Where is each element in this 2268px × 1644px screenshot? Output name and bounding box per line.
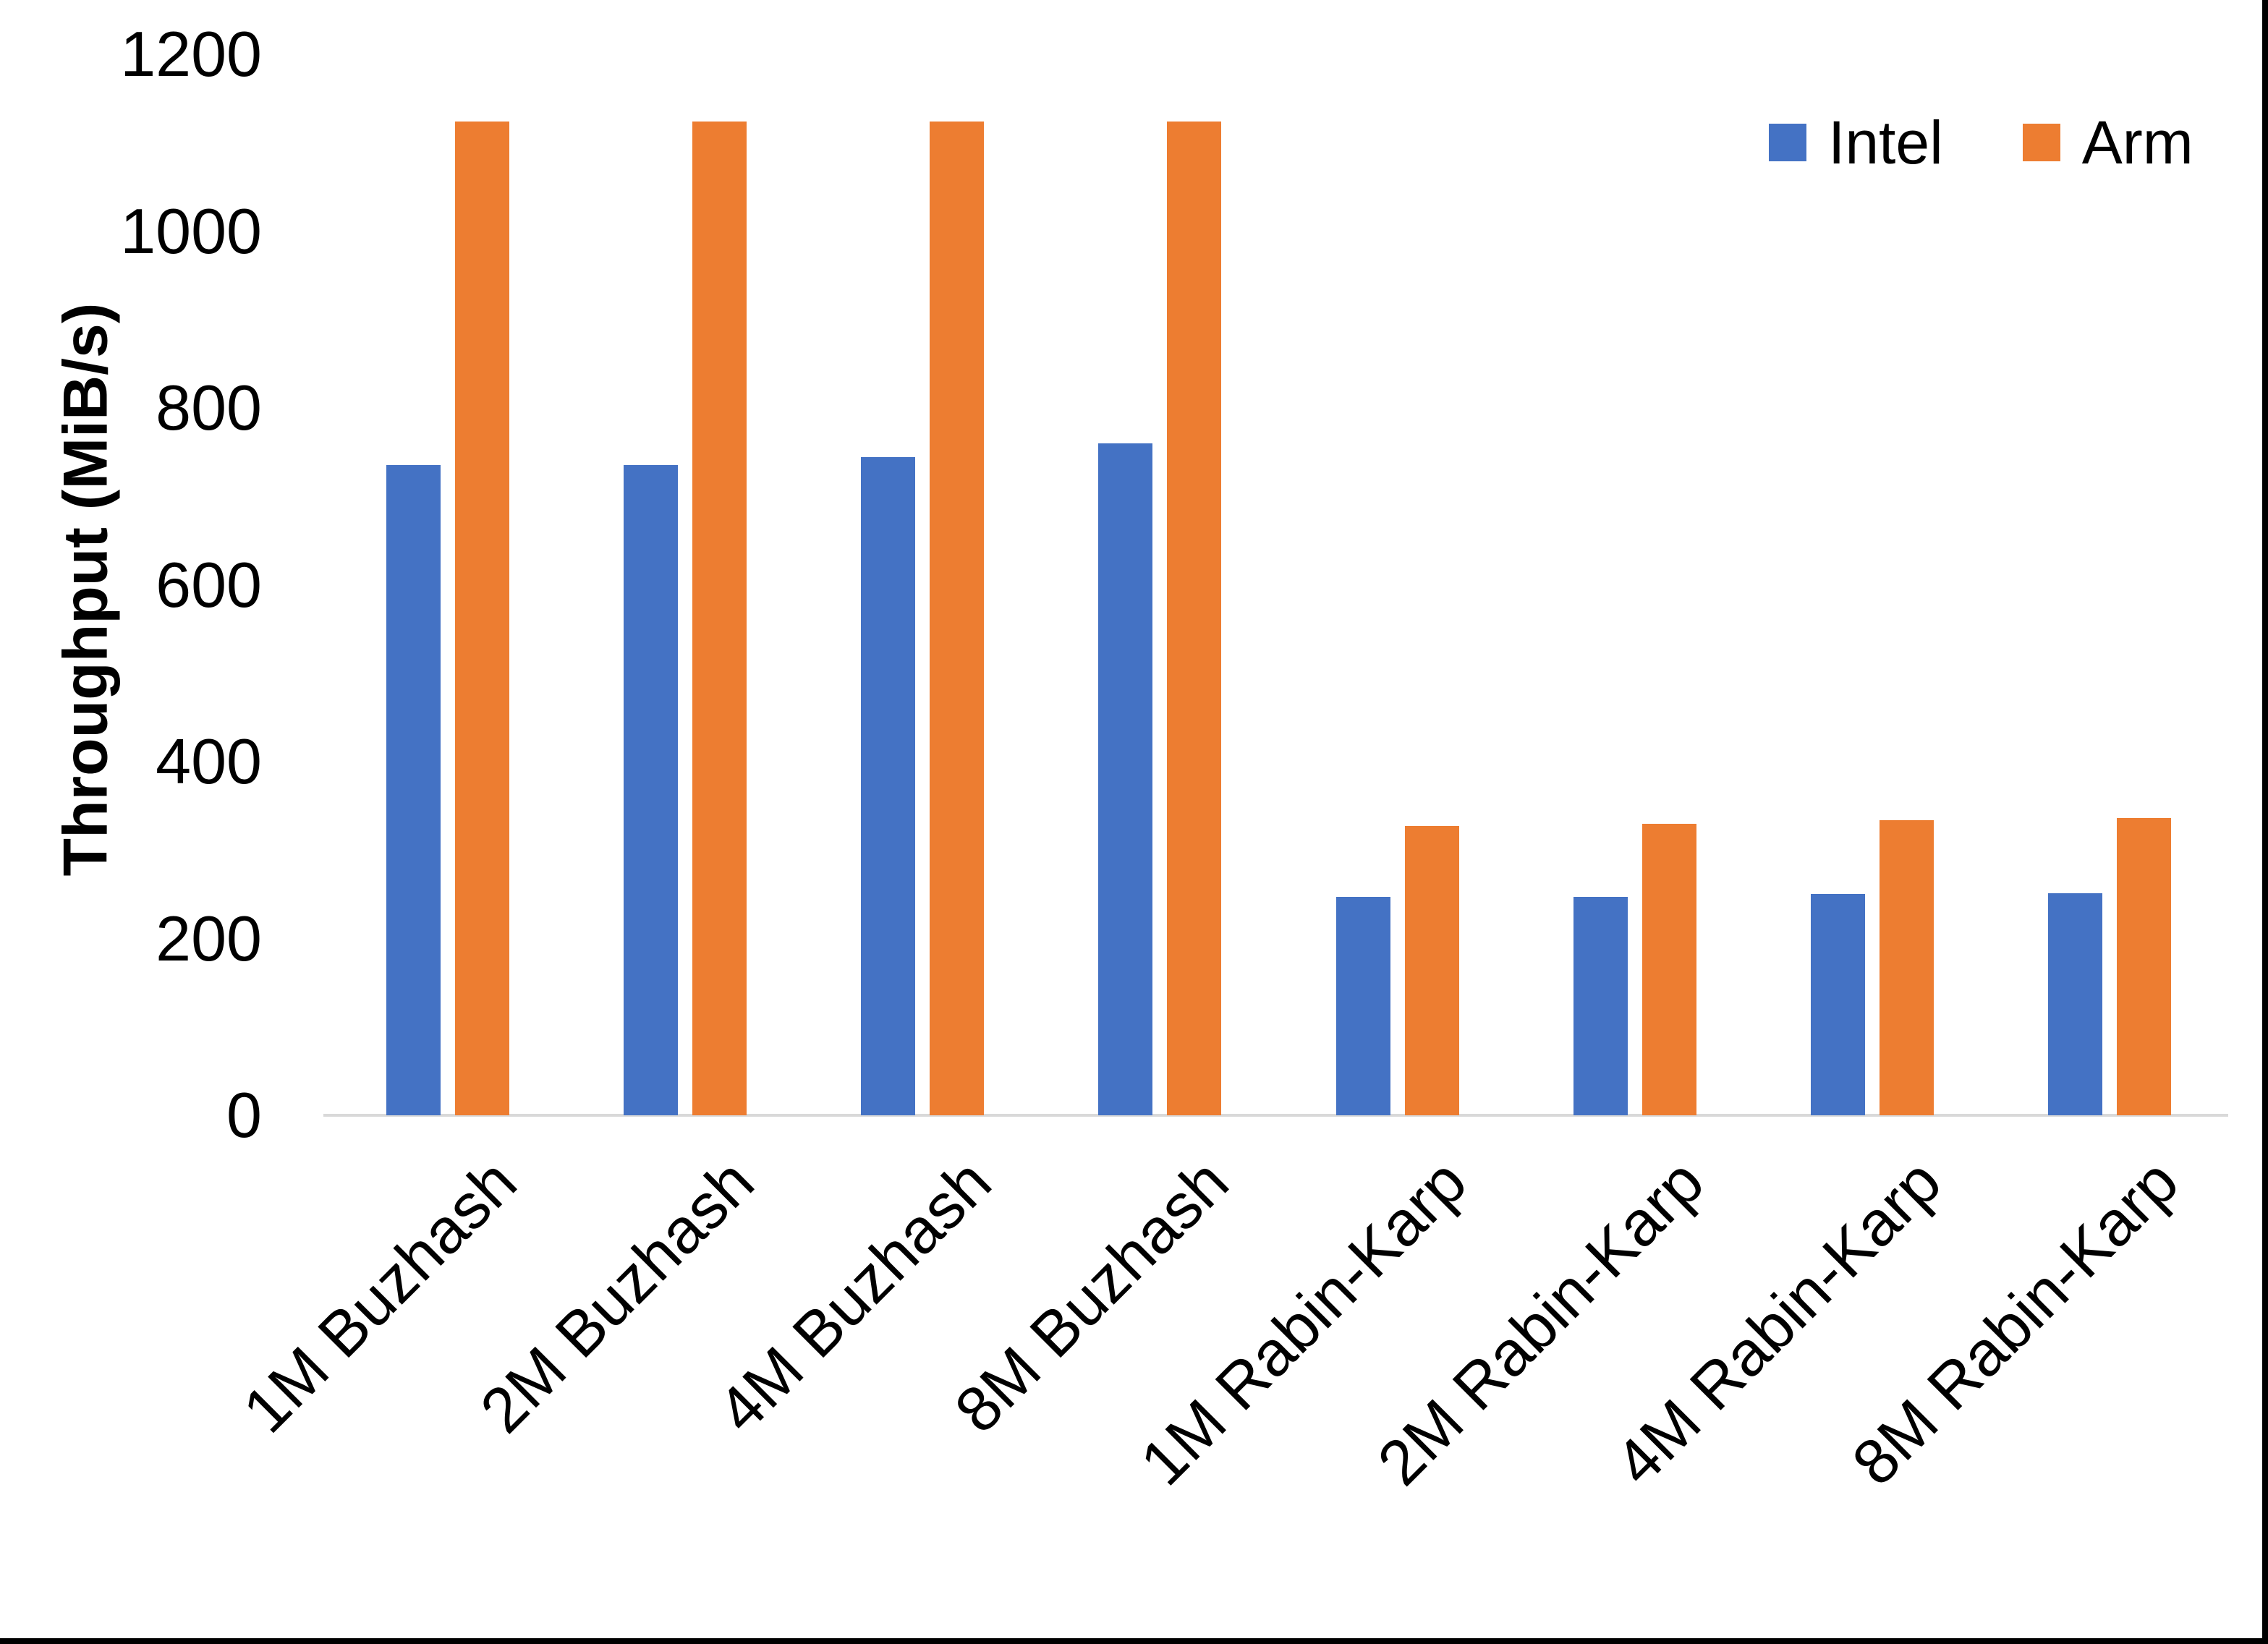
bar-arm-1m-rabin-karp: [1404, 826, 1459, 1115]
bar-intel-2m-buzhash: [624, 465, 679, 1115]
page-border-right: [2262, 0, 2268, 1644]
y-tick-label-1200: 1200: [120, 18, 262, 90]
legend-swatch-intel: [1769, 124, 1806, 161]
bar-intel-2m-rabin-karp: [1573, 897, 1628, 1115]
bar-arm-2m-rabin-karp: [1641, 823, 1696, 1115]
legend: Intel Arm: [1769, 112, 2193, 173]
y-tick-label-1000: 1000: [120, 195, 262, 267]
bar-intel-4m-buzhash: [861, 457, 916, 1115]
bar-arm-8m-buzhash: [1167, 121, 1222, 1115]
bar-arm-2m-buzhash: [692, 121, 747, 1115]
y-tick-label-0: 0: [226, 1079, 262, 1151]
bar-intel-8m-rabin-karp: [2047, 893, 2102, 1115]
y-tick-label-400: 400: [156, 725, 262, 797]
x-axis-line: [323, 1114, 2228, 1117]
bar-intel-4m-rabin-karp: [1810, 894, 1865, 1115]
bar-arm-8m-rabin-karp: [2116, 818, 2171, 1115]
y-tick-label-600: 600: [156, 548, 262, 621]
legend-item-arm: Arm: [2022, 108, 2193, 176]
bar-arm-1m-buzhash: [455, 121, 510, 1115]
y-tick-label-200: 200: [156, 902, 262, 974]
bar-arm-4m-buzhash: [930, 121, 985, 1115]
legend-item-intel: Intel: [1769, 112, 1943, 173]
bar-intel-1m-buzhash: [386, 465, 441, 1115]
bar-intel-1m-rabin-karp: [1335, 897, 1390, 1115]
page-border-bottom: [0, 1638, 2268, 1644]
bar-intel-8m-buzhash: [1098, 443, 1153, 1115]
bar-arm-4m-rabin-karp: [1879, 819, 1934, 1115]
legend-label-arm: Arm: [2081, 108, 2193, 176]
legend-swatch-arm: [2022, 124, 2060, 161]
y-tick-label-800: 800: [156, 372, 262, 443]
legend-label-intel: Intel: [1828, 108, 1943, 176]
